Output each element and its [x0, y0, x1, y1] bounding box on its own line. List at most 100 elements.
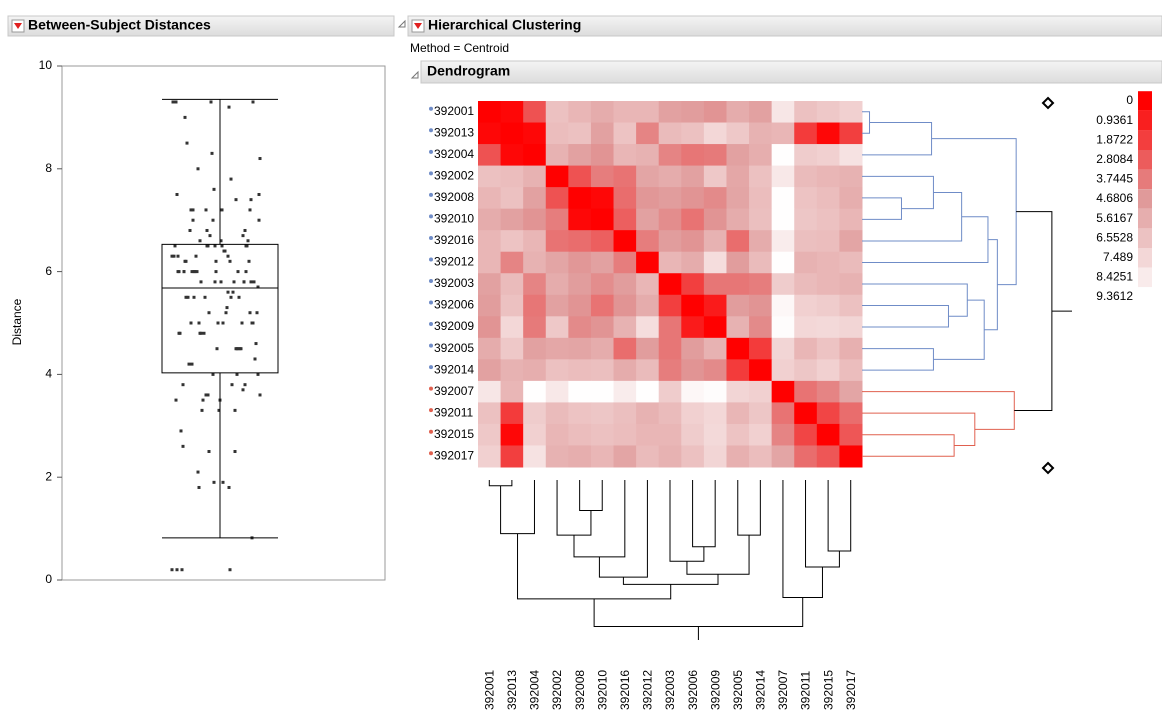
heatmap-cell [500, 445, 524, 468]
column-label: 392005 [731, 670, 745, 710]
heatmap-cell [794, 337, 818, 360]
legend-label: 5.6167 [1096, 211, 1133, 225]
point [173, 244, 177, 248]
heatmap-cell [590, 294, 615, 317]
point [230, 383, 234, 387]
column-label: 392015 [821, 670, 835, 710]
heatmap-cell [749, 445, 773, 468]
heatmap-cell [590, 402, 615, 425]
heatmap-cell [523, 380, 547, 403]
heatmap-cell [590, 423, 615, 446]
y-tick-label: 10 [39, 58, 53, 72]
point [171, 100, 175, 104]
point [226, 290, 230, 294]
heatmap-cell [703, 144, 727, 167]
heatmap-cell [726, 101, 750, 124]
heatmap-cell [523, 187, 547, 210]
heatmap-cell [545, 423, 569, 446]
point [255, 311, 259, 315]
point [250, 321, 254, 325]
point [240, 321, 244, 325]
heatmap-cell [794, 445, 818, 468]
point [247, 259, 251, 263]
point [227, 105, 231, 109]
column-dendrogram-link [782, 480, 823, 598]
heatmap-cell [771, 423, 795, 446]
point [241, 388, 245, 392]
heatmap-cell [568, 165, 592, 188]
heatmap-cell [726, 144, 750, 167]
row-marker [429, 149, 433, 154]
point [208, 234, 212, 238]
heatmap-cell [816, 423, 840, 446]
handle[interactable] [1041, 96, 1055, 110]
heatmap-cell [636, 230, 660, 253]
heatmap-cell [771, 101, 795, 124]
column-dendrogram-link [598, 480, 648, 578]
point [241, 234, 245, 238]
menu-icon [14, 23, 22, 29]
heatmap-cell [839, 230, 863, 253]
heatmap-cell [794, 101, 818, 124]
heatmap-cell [545, 273, 569, 296]
heatmap-cell [613, 380, 637, 403]
heatmap-cell [839, 122, 863, 145]
heatmap-cell [613, 359, 637, 382]
heatmap-cell [749, 294, 773, 317]
legend-label: 2.8084 [1096, 152, 1133, 166]
column-label: 392004 [528, 670, 542, 710]
heatmap-cell [500, 165, 524, 188]
point [175, 568, 179, 572]
point [187, 362, 191, 366]
heatmap-cell [523, 316, 547, 339]
disclosure[interactable] [397, 19, 406, 28]
heatmap-cell [500, 316, 524, 339]
column-label: 392013 [505, 670, 519, 710]
row-marker [429, 128, 433, 133]
heatmap-cell [681, 230, 705, 253]
point [236, 270, 240, 274]
panel-title: Between-Subject Distances [28, 17, 211, 33]
handle[interactable] [1041, 461, 1055, 475]
legend-label: 7.489 [1103, 250, 1133, 264]
heatmap-cell [771, 187, 795, 210]
y-axis-label: Distance [10, 298, 24, 345]
disclosure[interactable] [410, 70, 419, 79]
column-dendrogram-link [573, 480, 626, 558]
heatmap-cell [478, 122, 502, 145]
y-tick-label: 2 [45, 469, 52, 483]
heatmap-cell [545, 359, 569, 382]
heatmap-cell [726, 402, 750, 425]
legend-label: 3.7445 [1096, 172, 1133, 186]
row-label: 392005 [434, 341, 474, 355]
heatmap-cell [703, 101, 727, 124]
point [221, 480, 225, 484]
heatmap-cell [613, 294, 637, 317]
heatmap-cell [545, 208, 569, 231]
heatmap-cell [613, 230, 637, 253]
heatmap-cell [545, 337, 569, 360]
heatmap-cell [749, 208, 773, 231]
heatmap-cell [613, 144, 637, 167]
column-label: 392008 [573, 670, 587, 710]
heatmap-cell [839, 187, 863, 210]
heatmap-cell [478, 316, 502, 339]
point [199, 280, 203, 284]
heatmap-cell [636, 165, 660, 188]
heatmap-cell [749, 273, 773, 296]
heatmap-cell [816, 187, 840, 210]
point [211, 218, 215, 222]
point [192, 295, 196, 299]
point [242, 280, 246, 284]
column-label: 392014 [754, 670, 768, 710]
point [189, 208, 193, 212]
heatmap-cell [500, 402, 524, 425]
heatmap-cell [500, 187, 524, 210]
heatmap-cell [590, 144, 615, 167]
heatmap-cell [478, 251, 502, 274]
legend-label: 0 [1126, 93, 1133, 107]
heatmap-cell [839, 445, 863, 468]
heatmap-cell [771, 445, 795, 468]
legend-label: 8.4251 [1096, 270, 1133, 284]
point [174, 398, 178, 402]
